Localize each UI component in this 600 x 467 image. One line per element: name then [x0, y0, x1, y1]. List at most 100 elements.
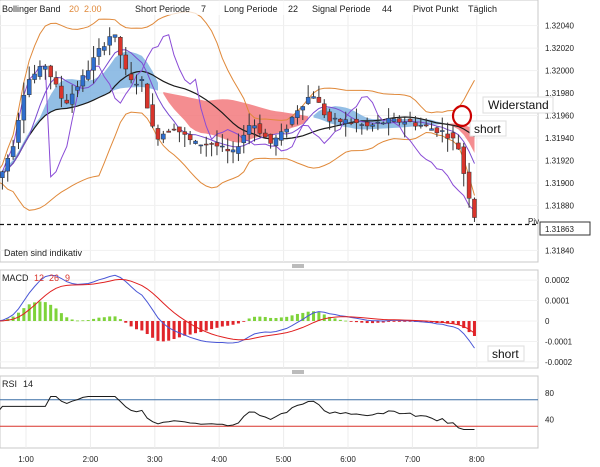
- macd-histogram-bar: [38, 301, 42, 321]
- y-tick-label: 1.32020: [545, 44, 574, 53]
- macd-histogram-bar: [285, 316, 289, 321]
- panel-splitter-handle[interactable]: [292, 370, 304, 374]
- candle-body: [450, 132, 456, 139]
- macd-histogram-bar: [43, 302, 47, 321]
- macd-y-tick-label: 0.0001: [545, 297, 570, 306]
- current-price: 1.31863: [545, 225, 574, 234]
- candle-body: [311, 96, 316, 99]
- macd-y-tick-label: 0: [545, 317, 550, 326]
- macd-histogram-bar: [381, 321, 385, 323]
- macd-histogram-bar: [188, 321, 192, 335]
- macd-histogram-bar: [210, 321, 214, 330]
- macd-histogram-bar: [397, 321, 401, 322]
- candle-body: [289, 116, 295, 125]
- candle-body: [161, 133, 166, 140]
- macd-histogram-bar: [54, 308, 58, 321]
- candlesticks: [0, 27, 477, 222]
- candle-body: [155, 128, 161, 140]
- macd-histogram-bar: [387, 321, 391, 322]
- candle-body: [69, 93, 75, 105]
- candle-body: [273, 137, 279, 146]
- macd-histogram-bar: [226, 321, 230, 326]
- macd-y-tick-label: 0.0002: [545, 276, 570, 285]
- macd-histogram-bar: [134, 321, 138, 330]
- y-tick-label: 1.31940: [545, 134, 574, 143]
- candle-body: [230, 149, 236, 153]
- candle-body: [59, 85, 64, 99]
- macd-histogram-bar: [344, 320, 348, 322]
- macd-histogram-bar: [59, 313, 63, 321]
- rsi-y-tick-label: 80: [545, 389, 554, 398]
- macd-histogram-bar: [365, 321, 369, 324]
- candle-body: [397, 118, 402, 123]
- candle-body: [359, 124, 365, 126]
- resistance-label: Widerstand: [488, 98, 549, 112]
- candle-body: [214, 142, 220, 147]
- candle-body: [75, 86, 80, 91]
- candle-body: [118, 37, 123, 56]
- bb-period: 20: [69, 4, 79, 14]
- current-price-box: [539, 221, 591, 236]
- candle-body: [413, 122, 418, 127]
- candle-body: [434, 127, 440, 134]
- pivot-point-label: Pivot Punkt: [413, 4, 459, 14]
- macd-histogram-bar: [22, 308, 26, 321]
- y-tick-label: 1.31900: [545, 179, 574, 188]
- macd-histogram-bar: [97, 317, 101, 321]
- candle-body: [338, 118, 343, 122]
- rsi-y-tick-label: 40: [545, 416, 554, 425]
- y-tick-label: 1.31840: [545, 246, 574, 255]
- macd-histogram-bar: [408, 321, 412, 322]
- macd-histogram-bar: [86, 320, 90, 321]
- candle-body: [418, 125, 424, 127]
- x-tick-label: 6:00: [340, 455, 356, 464]
- macd-histogram-bar: [269, 317, 273, 321]
- macd-histogram-bar: [328, 316, 332, 321]
- candle-body: [144, 83, 150, 109]
- candle-body: [284, 128, 289, 133]
- y-tick-label: 1.31880: [545, 201, 574, 210]
- x-tick-label: 1:00: [18, 455, 34, 464]
- candle-body: [375, 121, 381, 124]
- candle-body: [26, 79, 32, 95]
- macd-short-label: short: [492, 347, 519, 361]
- candle-body: [85, 70, 91, 80]
- candle-body: [456, 142, 461, 150]
- candle-body: [187, 134, 193, 141]
- candle-body: [193, 140, 198, 144]
- indicator-lines: [0, 11, 538, 226]
- candle-body: [354, 118, 359, 124]
- macd-histogram-bar: [403, 321, 407, 322]
- candle-body: [381, 122, 386, 125]
- x-tick-label: 5:00: [276, 455, 292, 464]
- panel-splitter-handle[interactable]: [292, 264, 304, 268]
- long-period-line: [0, 70, 475, 177]
- pivot-tag: Piv: [528, 217, 539, 226]
- candle-body: [80, 75, 86, 87]
- macd-histogram-bar: [167, 321, 171, 341]
- candle-body: [241, 134, 247, 144]
- candle-body: [43, 65, 48, 70]
- rsi-plot: [0, 396, 538, 430]
- candle-body: [225, 148, 230, 152]
- panel-frames: [0, 0, 539, 449]
- macd-histogram-bar: [231, 321, 235, 325]
- macd-histogram-bar: [92, 318, 96, 321]
- macd-histogram-bar: [301, 312, 305, 321]
- macd-histogram-bar: [27, 304, 31, 321]
- macd-histogram-bar: [161, 321, 165, 342]
- macd-panel: [0, 269, 539, 369]
- macd-y-tick-label: -0.0002: [545, 358, 573, 367]
- macd-signal: 9: [65, 273, 70, 283]
- macd-histogram-bar: [156, 321, 160, 341]
- candle-body: [166, 130, 171, 133]
- macd-histogram-bar: [177, 321, 181, 338]
- candle-body: [461, 146, 466, 174]
- candle-body: [21, 94, 27, 121]
- macd-histogram-bar: [424, 321, 428, 323]
- macd-histogram-bar: [183, 321, 187, 336]
- candle-body: [327, 111, 332, 122]
- candle-body: [305, 97, 311, 104]
- candle-body: [279, 131, 284, 141]
- candle-body: [252, 125, 257, 129]
